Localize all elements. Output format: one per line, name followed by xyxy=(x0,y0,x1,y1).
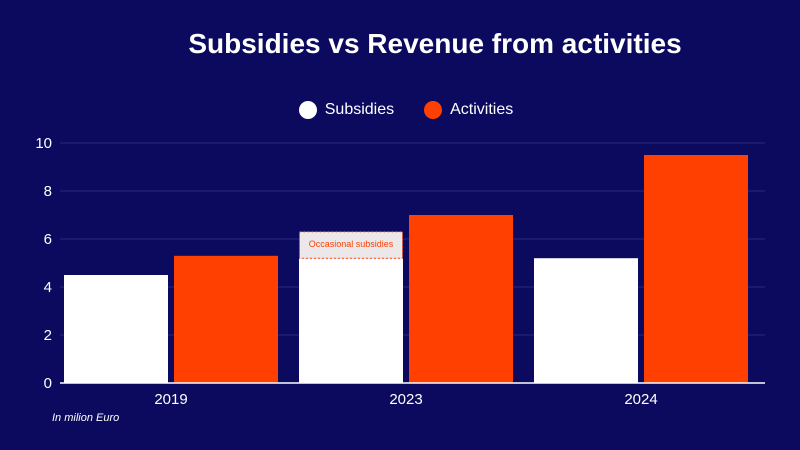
legend-swatch-subsidies xyxy=(298,101,317,119)
legend-swatch-activities xyxy=(424,101,443,119)
bar-activities-2023 xyxy=(409,215,513,383)
annotation-occasional-subsidies xyxy=(299,231,403,259)
x-tick-label: 2024 xyxy=(624,391,657,408)
legend-item-activities: Activities xyxy=(424,101,513,119)
bar-activities-2024 xyxy=(644,155,748,383)
annotation-label: Occasional subsidies xyxy=(309,239,394,249)
chart-title: Subsidies vs Revenue from activities xyxy=(188,28,682,59)
x-tick-label: 2023 xyxy=(389,391,422,408)
y-tick-label: 0 xyxy=(44,375,52,392)
y-tick-label: 4 xyxy=(44,279,52,296)
legend-label-activities: Activities xyxy=(450,101,514,118)
unit-footnote: In milion Euro xyxy=(52,412,120,424)
bar-subsidies-2024 xyxy=(534,258,638,383)
bar-activities-2019 xyxy=(174,255,278,383)
bar-subsidies-2019 xyxy=(64,275,168,383)
x-tick-label: 2019 xyxy=(154,391,187,408)
y-tick-label: 8 xyxy=(44,183,52,200)
y-tick-label: 6 xyxy=(44,231,52,248)
legend-label-subsidies: Subsidies xyxy=(324,101,395,118)
bar-subsidies-2023 xyxy=(299,258,403,383)
legend-item-subsidies: Subsidies xyxy=(298,101,395,119)
legend: Subsidies Activities xyxy=(0,101,800,119)
y-tick-label: 10 xyxy=(35,135,52,152)
y-tick-label: 2 xyxy=(44,327,52,344)
